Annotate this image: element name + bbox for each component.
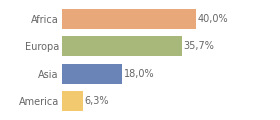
Bar: [62, 9, 196, 29]
Bar: [62, 64, 122, 84]
Text: 6,3%: 6,3%: [85, 96, 109, 106]
Text: 18,0%: 18,0%: [124, 69, 155, 79]
Bar: [62, 91, 83, 111]
Text: 40,0%: 40,0%: [198, 14, 229, 24]
Bar: [62, 36, 181, 56]
Text: 35,7%: 35,7%: [184, 41, 214, 51]
